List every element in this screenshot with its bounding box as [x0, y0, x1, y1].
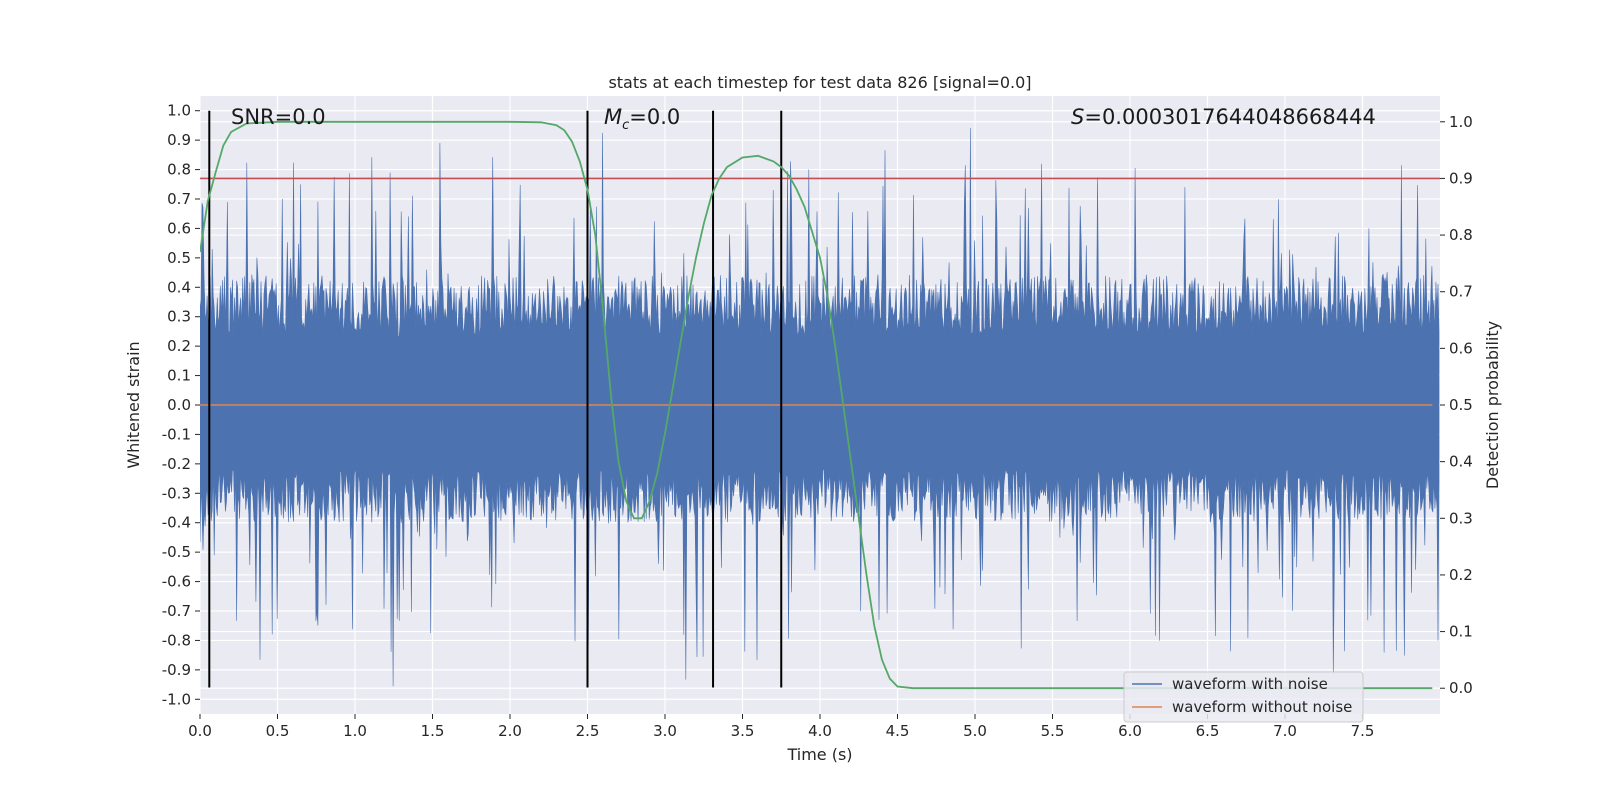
legend: waveform with noise waveform without noi… [1123, 671, 1364, 723]
y-tick-label: 0.0 [167, 396, 191, 414]
y2-tick-label: 0.6 [1449, 339, 1473, 357]
y2-tick-label: 0.7 [1449, 283, 1473, 301]
x-tick-label: 4.5 [886, 722, 910, 740]
y2-tick-label: 0.1 [1449, 623, 1473, 641]
y-tick-label: 0.5 [167, 249, 191, 267]
x-tick-label: 0.5 [266, 722, 290, 740]
y-tick-label: -0.4 [162, 514, 191, 532]
x-tick-label: 1.5 [421, 722, 445, 740]
y-tick-label: 0.9 [167, 131, 191, 149]
y2-tick-label: 0.9 [1449, 169, 1473, 187]
snr-annotation: SNR=0.0 [231, 105, 326, 129]
chart-title: stats at each timestep for test data 826… [608, 73, 1031, 92]
y-tick-label: 0.2 [167, 337, 191, 355]
chirp-mass-subscript: c [622, 118, 629, 133]
y2-tick-label: 0.5 [1449, 396, 1473, 414]
y-tick-label: 0.8 [167, 161, 191, 179]
x-tick-label: 4.0 [808, 722, 832, 740]
chirp-mass-annotation: Mc=0.0 [604, 105, 680, 133]
y-tick-label: -0.1 [162, 425, 191, 443]
y-tick-label: 0.7 [167, 190, 191, 208]
x-tick-label: 3.0 [653, 722, 677, 740]
y2-tick-label: 1.0 [1449, 113, 1473, 131]
y-tick-label: -0.7 [162, 602, 191, 620]
x-tick-label: 3.5 [731, 722, 755, 740]
legend-label-without-noise: waveform without noise [1172, 698, 1352, 716]
x-tick-label: 7.5 [1351, 722, 1375, 740]
x-axis-label: Time (s) [786, 745, 852, 764]
y2-tick-label: 0.0 [1449, 679, 1473, 697]
legend-label-with-noise: waveform with noise [1172, 675, 1328, 693]
score-symbol: S [1071, 105, 1084, 129]
x-tick-label: 0.0 [188, 722, 212, 740]
axes: 0.0 0.5 1.0 1.5 2.0 2.5 3.0 3.5 4.0 4.5 5.0 5.5 6.0 6… [162, 102, 1473, 740]
overlay-lines [200, 110, 1440, 690]
y2-tick-label: 0.4 [1449, 453, 1473, 471]
x-tick-label: 6.0 [1118, 722, 1142, 740]
x-tick-label: 2.5 [576, 722, 600, 740]
noise-envelope [200, 128, 1440, 687]
y-tick-label: 1.0 [167, 102, 191, 120]
chirp-mass-value: =0.0 [629, 105, 680, 129]
y-tick-label: 0.4 [167, 278, 191, 296]
x-tick-label: 6.5 [1196, 722, 1220, 740]
x-tick-label: 5.5 [1041, 722, 1065, 740]
y-tick-label: -0.6 [162, 573, 191, 591]
chirp-mass-symbol: M [604, 105, 622, 129]
x-tick-label: 2.0 [498, 722, 522, 740]
y-tick-label: -0.8 [162, 631, 191, 649]
y-tick-label: -0.3 [162, 484, 191, 502]
x-tick-label: 5.0 [963, 722, 987, 740]
score-annotation: S=0.0003017644048668444 [1071, 105, 1376, 129]
y-tick-label: 0.3 [167, 308, 191, 326]
y-axis-label: Whitened strain [124, 341, 143, 468]
y-tick-label: -0.2 [162, 455, 191, 473]
y2-axis-label: Detection probability [1483, 321, 1502, 489]
y-tick-label: 0.1 [167, 367, 191, 385]
y-tick-label: -0.5 [162, 543, 191, 561]
y2-tick-label: 0.8 [1449, 226, 1473, 244]
waveform-with-noise-series [200, 128, 1440, 687]
x-tick-label: 1.0 [343, 722, 367, 740]
score-value: =0.0003017644048668444 [1084, 105, 1376, 129]
legend-box [1123, 671, 1364, 723]
y-tick-label: -1.0 [162, 690, 191, 708]
detection-probability-line [200, 120, 1433, 690]
y-tick-label: -0.9 [162, 661, 191, 679]
y2-tick-label: 0.2 [1449, 566, 1473, 584]
y-tick-label: 0.6 [167, 219, 191, 237]
y2-tick-label: 0.3 [1449, 509, 1473, 527]
x-tick-label: 7.0 [1273, 722, 1297, 740]
